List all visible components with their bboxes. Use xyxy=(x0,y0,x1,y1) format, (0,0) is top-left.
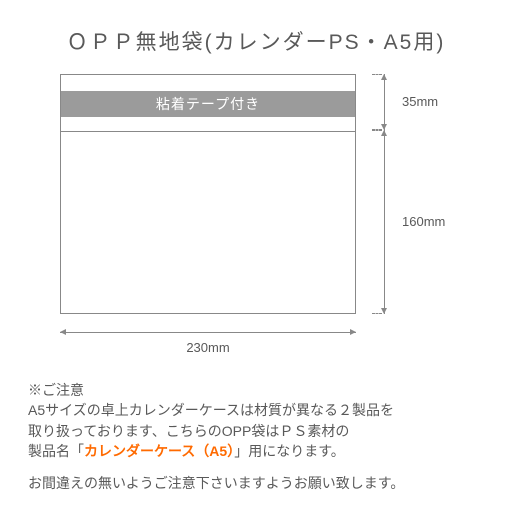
highlighted-product-name: カレンダーケース（A5） xyxy=(84,443,234,459)
note-line: 製品名「カレンダーケース（A5）」用になります。 xyxy=(28,441,492,461)
bag-outline: 粘着テープ付き xyxy=(60,74,356,314)
note-text: 製品名「 xyxy=(28,443,84,459)
dimension-width: 230mm xyxy=(60,322,356,344)
note-line: A5サイズの卓上カレンダーケースは材質が異なる２製品を xyxy=(28,400,492,420)
bag-fold-line xyxy=(61,131,355,132)
dimension-flap-height: 35mm xyxy=(372,74,398,130)
caution-note: ※ご注意 A5サイズの卓上カレンダーケースは材質が異なる２製品を 取り扱っており… xyxy=(28,380,492,493)
note-text: 」用になります。 xyxy=(234,443,345,459)
product-title: ＯＰＰ無地袋(カレンダーPS・A5用) xyxy=(0,26,512,56)
dimension-label: 160mm xyxy=(402,214,445,229)
adhesive-tape-band: 粘着テープ付き xyxy=(61,91,355,117)
note-line: 取り扱っております、こちらのOPP袋はＰＳ素材の xyxy=(28,421,492,441)
bag-diagram: 粘着テープ付き 35mm 160mm 230mm xyxy=(60,74,460,334)
dimension-label: 35mm xyxy=(402,94,438,109)
caution-heading: ※ご注意 xyxy=(28,380,492,400)
dimension-body-height: 160mm xyxy=(372,130,398,314)
note-line: お間違えの無いようご注意下さいますようお願い致します。 xyxy=(28,473,492,493)
dimension-label: 230mm xyxy=(60,340,356,355)
